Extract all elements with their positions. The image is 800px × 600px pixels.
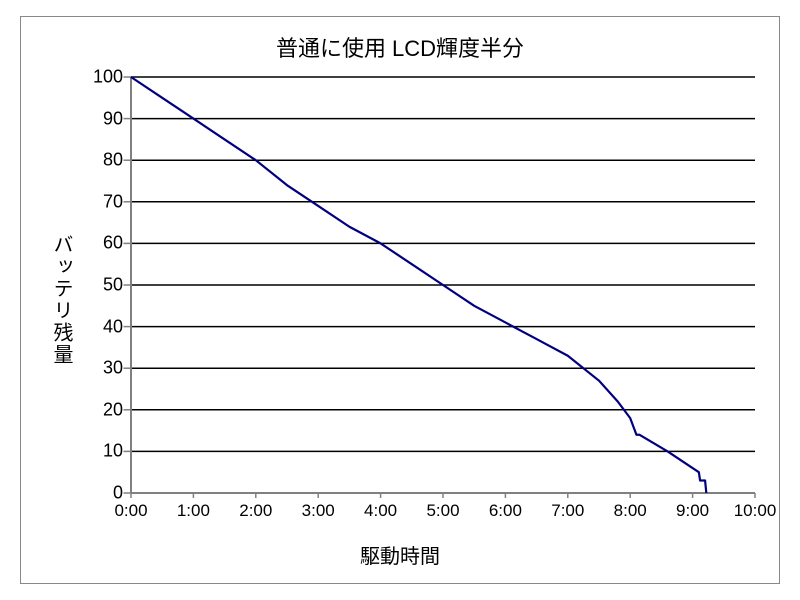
y-tick-label: 80 [103,150,123,171]
x-tick-label: 7:00 [551,501,584,521]
y-tick-label: 90 [103,108,123,129]
x-tick-label: 0:00 [114,501,147,521]
x-tick-label: 9:00 [676,501,709,521]
x-tick-label: 2:00 [239,501,272,521]
y-tick-label: 100 [93,67,123,88]
x-tick-label: 8:00 [614,501,647,521]
x-axis-label: 駆動時間 [21,540,779,569]
y-tick-label: 10 [103,441,123,462]
y-tick-label: 40 [103,316,123,337]
y-axis-label: バッテリ残量 [47,234,76,366]
frame: 普通に使用 LCD輝度半分 バッテリ残量 駆動時間 01020304050607… [0,0,800,600]
x-tick-label: 5:00 [426,501,459,521]
y-tick-label: 60 [103,233,123,254]
chart-svg [131,77,755,493]
y-tick-label: 30 [103,358,123,379]
x-tick-label: 10:00 [734,501,777,521]
x-tick-label: 4:00 [364,501,397,521]
y-tick-label: 20 [103,399,123,420]
x-tick-label: 3:00 [302,501,335,521]
plot-area: 01020304050607080901000:001:002:003:004:… [131,77,755,493]
x-tick-label: 1:00 [177,501,210,521]
y-tick-label: 70 [103,191,123,212]
x-tick-label: 6:00 [489,501,522,521]
chart-title: 普通に使用 LCD輝度半分 [21,31,779,63]
chart-container: 普通に使用 LCD輝度半分 バッテリ残量 駆動時間 01020304050607… [20,16,780,584]
y-tick-label: 50 [103,275,123,296]
